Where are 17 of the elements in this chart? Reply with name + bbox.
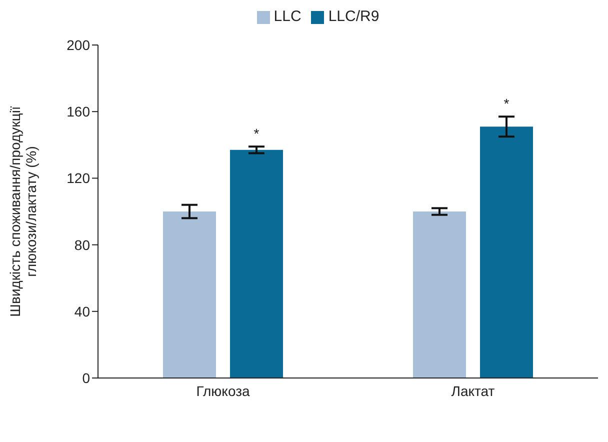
annotation: * (254, 125, 260, 142)
y-axis-title: Швидкість споживання/продукції глюкози/лактату (%) (7, 106, 39, 317)
x-tick-label: Лактат (451, 382, 496, 399)
legend-label: LLC (274, 8, 302, 25)
x-tick-label: Глюкоза (196, 382, 250, 399)
legend-label: LLC/R9 (328, 8, 380, 25)
y-tick-label: 80 (74, 236, 90, 253)
bar (413, 212, 466, 378)
bar (480, 126, 533, 378)
y-tick-label: 160 (66, 104, 90, 120)
y-tick-label: 120 (66, 170, 90, 186)
bar (230, 150, 283, 378)
bar (163, 212, 216, 378)
y-tick-label: 40 (74, 303, 90, 320)
annotation: * (504, 95, 510, 112)
y-tick-label: 200 (66, 36, 90, 53)
y-tick-label: 0 (82, 370, 90, 386)
